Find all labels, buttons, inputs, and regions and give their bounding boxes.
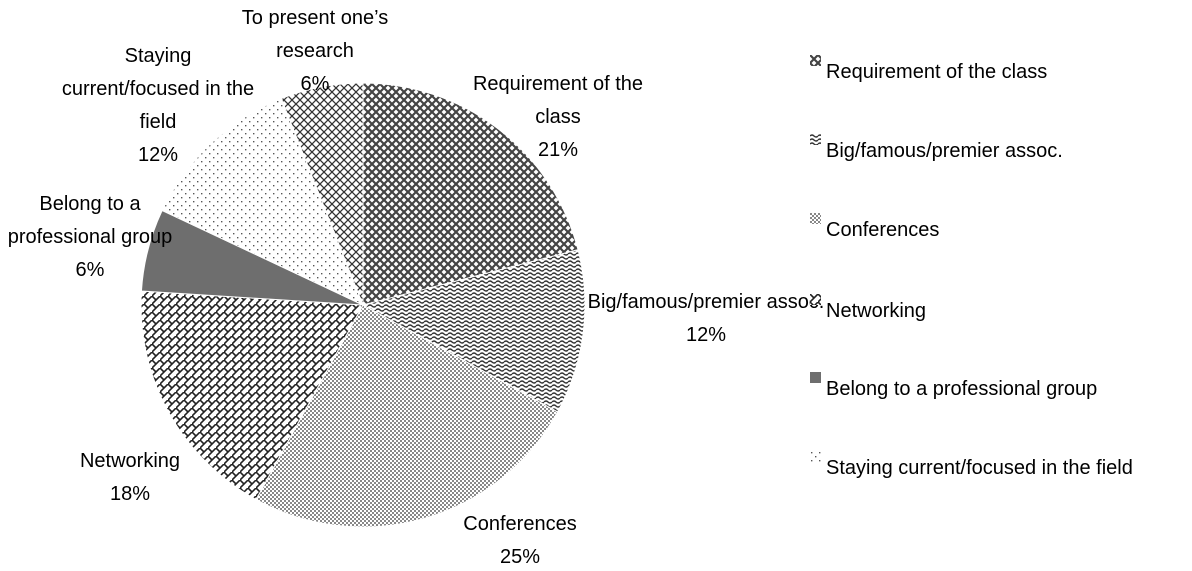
legend-swatch-fill — [810, 213, 821, 224]
legend-entry: Big/famous/premier assoc. — [810, 134, 1190, 168]
data-label: Networking 18% — [50, 445, 210, 511]
data-label: Belong to a professional group 6% — [5, 188, 175, 287]
legend-swatch-fill — [810, 294, 821, 305]
legend-text: Staying current/focused in the field — [826, 457, 1133, 479]
legend-swatch-svg — [810, 451, 821, 462]
legend-text: Big/famous/premier assoc. — [826, 140, 1063, 162]
data-label: Conferences 25% — [420, 508, 620, 571]
legend-swatch-svg — [810, 134, 821, 145]
legend-swatch — [810, 451, 821, 473]
legend-entry: Staying current/focused in the field — [810, 451, 1190, 485]
legend-swatch-fill — [810, 372, 821, 383]
legend-swatch — [810, 55, 821, 77]
data-label: Big/famous/premier assoc. 12% — [586, 286, 826, 352]
label-value: 12% — [137, 144, 179, 166]
pie-slice — [255, 304, 559, 528]
pie-slice — [362, 82, 579, 306]
label-name: Requirement of the class — [472, 73, 644, 128]
pie-area — [140, 82, 586, 528]
legend-entry: Networking — [810, 294, 1190, 328]
legend-entry: Conferences — [810, 213, 1190, 247]
label-value: 18% — [109, 483, 151, 505]
legend-swatch — [810, 213, 821, 235]
label-value: 6% — [300, 73, 330, 95]
label-value: 25% — [499, 546, 541, 568]
legend-text: Belong to a professional group — [826, 378, 1098, 400]
label-name: Networking — [79, 450, 181, 472]
label-value: 6% — [75, 259, 105, 281]
legend-swatch-svg — [810, 55, 821, 66]
label-name: Conferences — [463, 513, 577, 535]
legend-swatch-fill — [810, 55, 821, 66]
legend-swatch-svg — [810, 213, 821, 224]
legend-entry: Requirement of the class — [810, 55, 1190, 89]
legend-swatch — [810, 372, 821, 394]
label-name: Big/famous/premier assoc. — [587, 291, 825, 313]
legend-swatch-fill — [810, 451, 821, 462]
label-name: To present one’s research — [241, 7, 389, 62]
pie-slice — [361, 249, 586, 413]
label-name: Belong to a professional group — [7, 193, 173, 248]
legend-swatch-svg — [810, 294, 821, 305]
pie-slice — [280, 82, 364, 306]
data-label: To present one’s research 6% — [220, 2, 410, 101]
legend-swatch-svg — [810, 372, 821, 383]
legend-entry: Belong to a professional group — [810, 372, 1190, 406]
legend-swatch-fill — [810, 134, 821, 145]
pie-slice — [140, 290, 364, 501]
label-value: 21% — [537, 139, 579, 161]
label-value: 12% — [685, 324, 727, 346]
legend-swatch — [810, 294, 821, 316]
data-label: Requirement of the class 21% — [448, 68, 668, 167]
legend-text: Requirement of the class — [826, 61, 1048, 83]
data-label: Staying current/focused in the field 12% — [58, 40, 258, 172]
legend-text: Conferences — [826, 219, 940, 241]
legend-text: Networking — [826, 300, 927, 322]
legend-swatch — [810, 134, 821, 156]
label-name: Staying current/focused in the field — [61, 45, 255, 133]
pie-slice — [161, 97, 364, 306]
